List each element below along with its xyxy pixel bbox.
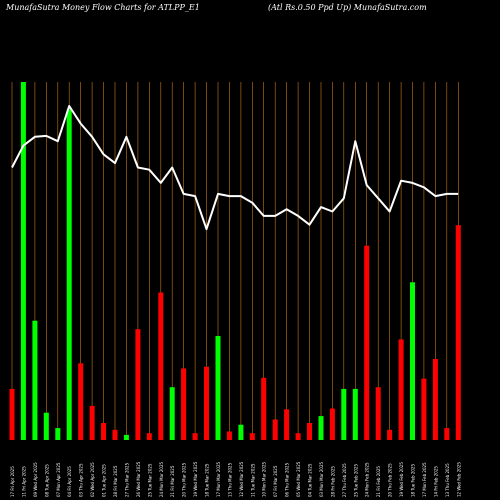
money-flow-bar (261, 377, 267, 440)
price-line (11, 105, 459, 231)
money-flow-bar (432, 359, 438, 440)
money-flow-bar (329, 408, 335, 440)
x-tick-label: 20 Thu Mar 2025 (182, 462, 187, 497)
x-tick-label: 08 Tue Apr 2025 (44, 464, 49, 497)
money-flow-bar (387, 429, 393, 440)
money-flow-bar (89, 405, 95, 440)
money-flow-bar (341, 388, 347, 440)
x-tick-label: 17 Mon Feb 2025 (422, 462, 427, 497)
x-tick-label: 28 Fri Feb 2025 (330, 466, 335, 497)
money-flow-bar (146, 433, 152, 440)
x-tick-label: 21 Fri Mar 2025 (170, 465, 175, 497)
money-flow-bar (318, 416, 324, 440)
money-flow-bar (295, 433, 301, 440)
money-flow-bar (169, 387, 175, 440)
x-tick-label: 25 Tue Mar 2025 (147, 463, 152, 497)
x-tick-label: 24 Mon Feb 2025 (365, 462, 370, 497)
money-flow-bar (215, 336, 221, 440)
x-tick-label: 05 Wed Mar 2025 (296, 461, 301, 497)
money-flow-bar (135, 329, 141, 440)
money-flow-bar (249, 433, 255, 440)
x-tick-label: 19 Wed Feb 2025 (399, 462, 404, 497)
x-tick-label: 18 Tue Mar 2025 (205, 463, 210, 497)
money-flow-bar (158, 292, 164, 440)
x-tick-label: 27 Thu Mar 2025 (124, 462, 129, 497)
money-flow-bar (375, 387, 381, 440)
x-tick-label: 01 Tue Apr 2025 (102, 464, 107, 497)
x-tick-label: 07 Fri Mar 2025 (273, 465, 278, 497)
money-flow-bar (284, 409, 290, 440)
money-flow-bar (181, 368, 187, 440)
x-tick-label: 27 Thu Feb 2025 (342, 463, 347, 497)
x-tick-label: 14 Fri Feb 2025 (433, 466, 438, 497)
x-tick-label: 11 Fri Apr 2025 (21, 466, 26, 497)
money-flow-bar (204, 366, 209, 440)
x-tick-label: 28 Fri Mar 2025 (113, 465, 118, 497)
x-tick-label: 12 Wed Mar 2025 (239, 461, 244, 497)
x-tick-label: 17 Mon Mar 2025 (216, 461, 221, 497)
money-flow-bar (307, 423, 312, 440)
x-tick-label: 11 Tue Mar 2025 (250, 463, 255, 497)
x-tick-label: 20 Thu Feb 2025 (388, 463, 393, 497)
money-flow-bar (123, 434, 129, 440)
money-flow-bar (192, 433, 198, 440)
money-flow-bar (78, 363, 84, 440)
x-tick-label: 10 Mon Mar 2025 (262, 461, 267, 497)
x-tick-label: 03 Mon Mar 2025 (319, 461, 324, 497)
x-tick-label: 13 Thu Mar 2025 (227, 462, 232, 497)
money-flow-bar (32, 320, 38, 440)
x-tick-label: 12 Wed Feb 2025 (456, 462, 461, 497)
x-tick-label: 09 Wed Apr 2025 (33, 462, 38, 497)
x-tick-label: 13 Thu Feb 2025 (445, 463, 450, 497)
chart-subtitle: (Atl Rs.0.50 Ppd Up) MunafaSutra.com (268, 3, 427, 12)
money-flow-bar (55, 428, 61, 440)
money-flow-bar (101, 423, 106, 440)
x-tick-label: 25 Tue Feb 2025 (353, 464, 358, 497)
x-tick-label: 04 Fri Apr 2025 (67, 466, 72, 497)
money-flow-bar (455, 225, 461, 440)
money-flow-bar (444, 428, 450, 440)
money-flow-bar (272, 419, 278, 440)
money-flow-bar (364, 245, 370, 440)
x-tick-label: 21 Fri Feb 2025 (376, 466, 381, 497)
money-flow-bar (352, 388, 358, 440)
money-flow-bar (410, 282, 415, 440)
money-flow-bar (66, 109, 72, 441)
money-flow-bar (226, 431, 232, 440)
x-tick-label: 06 Thu Mar 2025 (285, 462, 290, 497)
x-tick-label: 03 Thu Apr 2025 (79, 463, 84, 497)
x-tick-label: 18 Tue Feb 2025 (411, 464, 416, 497)
x-tick-label: 02 Wed Apr 2025 (90, 462, 95, 497)
money-flow-bar (421, 378, 427, 440)
x-tick-label: 04 Tue Mar 2025 (308, 463, 313, 497)
x-tick-label: 19 Wed Mar 2025 (193, 461, 198, 497)
money-flow-bar (398, 339, 404, 440)
x-tick-label: 26 Wed Mar 2025 (136, 461, 141, 497)
money-flow-bar (9, 388, 15, 440)
x-tick-label: 24 Mon Mar 2025 (159, 461, 164, 497)
chart-title: MunafaSutra Money Flow Charts for ATLPP_… (6, 3, 200, 12)
money-flow-bar (112, 429, 118, 440)
money-flow-bar (238, 424, 244, 440)
money-flow-bar (43, 412, 49, 440)
x-tick-label: 17 Fri Apr 2025 (10, 466, 15, 497)
x-tick-label: 07 Mon Apr 2025 (56, 462, 61, 497)
money-flow-bar (20, 82, 26, 440)
